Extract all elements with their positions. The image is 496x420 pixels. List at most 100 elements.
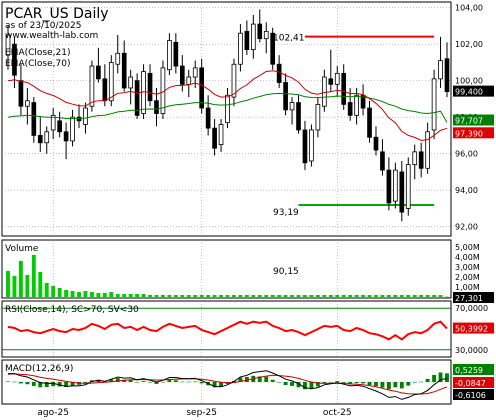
last-macd-hist-tag: 0,5259 — [455, 366, 483, 375]
price-tick-label: 104,00 — [455, 4, 483, 13]
support-label: 93,19 — [273, 208, 299, 218]
candle-body — [296, 102, 301, 131]
volume-bar — [277, 295, 282, 297]
volume-bar — [77, 292, 81, 297]
macd-hist-bar — [328, 382, 333, 383]
macd-hist-bar — [128, 380, 133, 382]
volume-bar — [438, 295, 443, 297]
volume-bar — [354, 295, 359, 297]
macd-hist-bar — [135, 382, 140, 383]
rsi-tick-label: 30,0000 — [455, 346, 488, 355]
as-of-date: as of 23/10/2025 — [5, 21, 81, 31]
macd-hist-bar — [445, 373, 449, 382]
ema21-line — [7, 70, 448, 142]
candle-body — [154, 100, 159, 114]
last-macd-signal-tag: -0,0847 — [455, 379, 486, 388]
last-ema21-tag: 97,390 — [455, 129, 483, 138]
chart-title: PCAR_US Daily — [5, 6, 109, 22]
volume-bar — [31, 255, 36, 297]
site-label: www.wealth-lab.com — [5, 31, 98, 41]
macd-hist-bar — [6, 381, 10, 382]
volume-bar — [57, 288, 62, 297]
volume-bar — [6, 271, 10, 297]
volume-bar — [173, 295, 178, 297]
candle-body — [70, 116, 75, 142]
rsi-line — [7, 320, 448, 341]
last-macd-tag: -0,6106 — [455, 391, 486, 400]
macd-hist-bar — [122, 379, 127, 382]
volume-bar — [322, 295, 327, 297]
macd-line — [8, 370, 448, 400]
macd-hist-bar — [277, 382, 282, 383]
volume-bar — [135, 294, 140, 297]
volume-bar — [70, 291, 75, 297]
candle-body — [50, 114, 56, 131]
macd-hist-bar — [154, 382, 159, 384]
candle-body — [121, 52, 127, 89]
volume-bar — [212, 295, 217, 297]
macd-hist-bar — [167, 380, 172, 382]
candle-body — [250, 23, 256, 51]
volume-bar — [328, 295, 333, 297]
volume-bar — [199, 295, 204, 297]
resistance-label: 102,41 — [273, 34, 305, 44]
macd-hist-bar — [193, 381, 198, 382]
candle-body — [399, 171, 405, 213]
macd-hist-bar — [141, 381, 146, 382]
volume-bar — [296, 295, 301, 297]
volume-bar — [270, 295, 275, 297]
candle-body — [412, 151, 418, 166]
volume-bar — [445, 296, 449, 298]
price-tick-label: 102,00 — [455, 40, 483, 49]
volume-bar — [12, 276, 17, 297]
volume-tick-label: 4,00M — [455, 253, 480, 262]
rsi-panel-label: RSI(Close,14), SC>70, SV<30 — [5, 305, 139, 315]
volume-bar — [96, 293, 101, 297]
candle-body — [373, 136, 379, 151]
x-tick-label: ago-25 — [37, 408, 69, 418]
volume-tick-label: 5,00M — [455, 243, 480, 252]
macd-hist-bar — [180, 381, 185, 383]
macd-hist-bar — [186, 381, 191, 383]
macd-hist-bar — [296, 382, 301, 388]
volume-bar — [399, 295, 404, 297]
volume-bar — [432, 295, 437, 297]
candle-body — [5, 34, 11, 56]
candle-body — [386, 169, 392, 204]
last-macd-hist-tag-bg — [453, 364, 494, 375]
candle-body — [302, 129, 308, 164]
volume-bar — [348, 295, 353, 297]
volume-bar — [393, 295, 398, 297]
candle-body — [257, 23, 263, 40]
volume-bar — [225, 295, 230, 297]
macd-hist-bar — [374, 382, 378, 387]
volume-bar — [244, 295, 249, 297]
volume-bar — [128, 294, 133, 297]
candle-body — [225, 94, 230, 124]
macd-hist-bar — [161, 382, 165, 383]
volume-panel-frame — [1, 239, 452, 299]
ema70-legend: EMA(Close,70) — [5, 59, 70, 69]
volume-bar — [361, 295, 366, 297]
candle-body — [418, 151, 424, 169]
rsi-tick-label: 70,0000 — [455, 304, 488, 313]
last-rsi-tag-bg — [453, 322, 494, 334]
macd-hist-bar — [148, 382, 152, 383]
candle-body — [205, 107, 211, 129]
volume-bar — [374, 295, 378, 297]
candle-body — [341, 72, 347, 105]
candle-body — [83, 107, 88, 125]
candle-body — [231, 63, 237, 98]
macd-hist-bar — [393, 382, 398, 388]
candle-body — [438, 60, 443, 80]
candle-body — [283, 82, 288, 111]
volume-bar — [102, 293, 107, 297]
candle-body — [347, 102, 353, 116]
macd-hist-bar — [38, 382, 43, 388]
candle-body — [244, 30, 250, 51]
macd-hist-bar — [109, 379, 114, 382]
macd-hist-bar — [31, 382, 36, 386]
macd-hist-bar — [354, 382, 359, 384]
volume-bar — [180, 295, 185, 297]
